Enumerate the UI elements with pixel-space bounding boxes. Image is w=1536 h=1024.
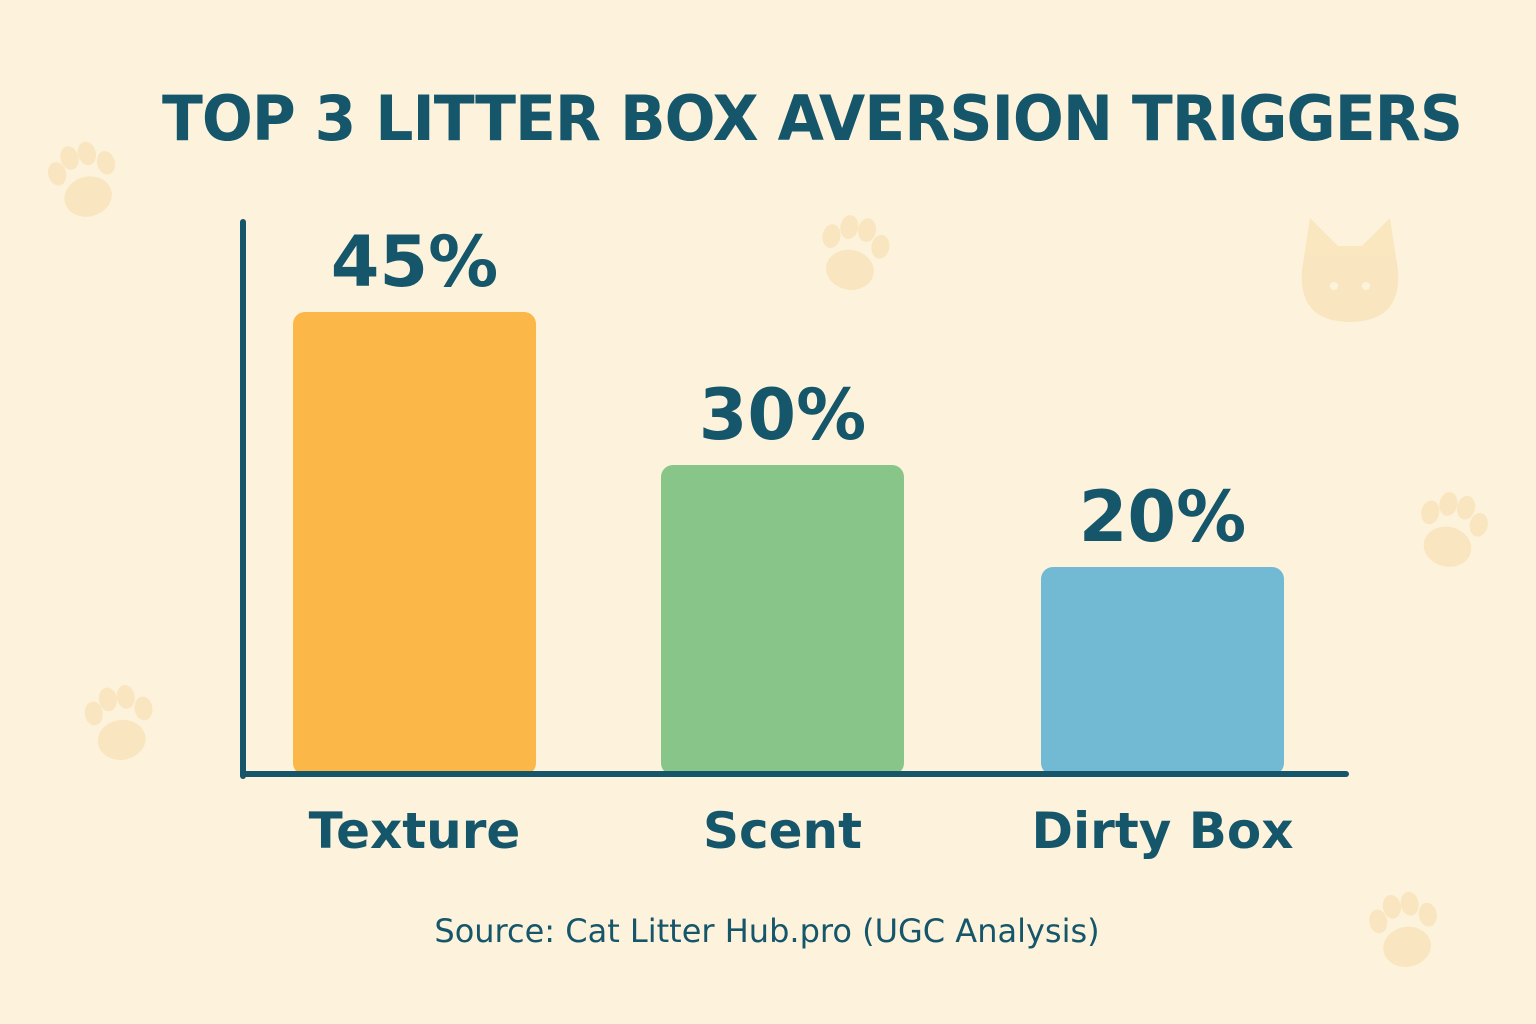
category-label: Scent	[703, 802, 862, 860]
paw-print-icon	[47, 141, 116, 217]
category-label: Texture	[309, 802, 521, 860]
value-label: 20%	[1079, 476, 1247, 558]
value-label: 30%	[699, 374, 867, 456]
category-label: Dirty Box	[1032, 802, 1294, 860]
category-labels-group: Texture Scent Dirty Box	[309, 802, 1294, 860]
paw-print-icon	[822, 215, 890, 290]
bar-texture	[293, 312, 536, 775]
bars-group	[293, 312, 1284, 775]
cat-face-icon	[1301, 218, 1399, 322]
bar-scent	[661, 465, 904, 775]
paw-print-icon	[84, 684, 153, 760]
paw-print-icon	[1369, 891, 1437, 967]
paw-print-icon	[1421, 492, 1488, 567]
value-labels-group: 45% 30% 20%	[331, 221, 1247, 558]
source-note: Source: Cat Litter Hub.pro (UGC Analysis…	[434, 912, 1099, 950]
background-decorations	[47, 141, 1488, 967]
chart-title: TOP 3 LITTER BOX AVERSION TRIGGERS	[162, 82, 1462, 155]
value-label: 45%	[331, 221, 499, 303]
bar-dirty-box	[1041, 567, 1284, 775]
